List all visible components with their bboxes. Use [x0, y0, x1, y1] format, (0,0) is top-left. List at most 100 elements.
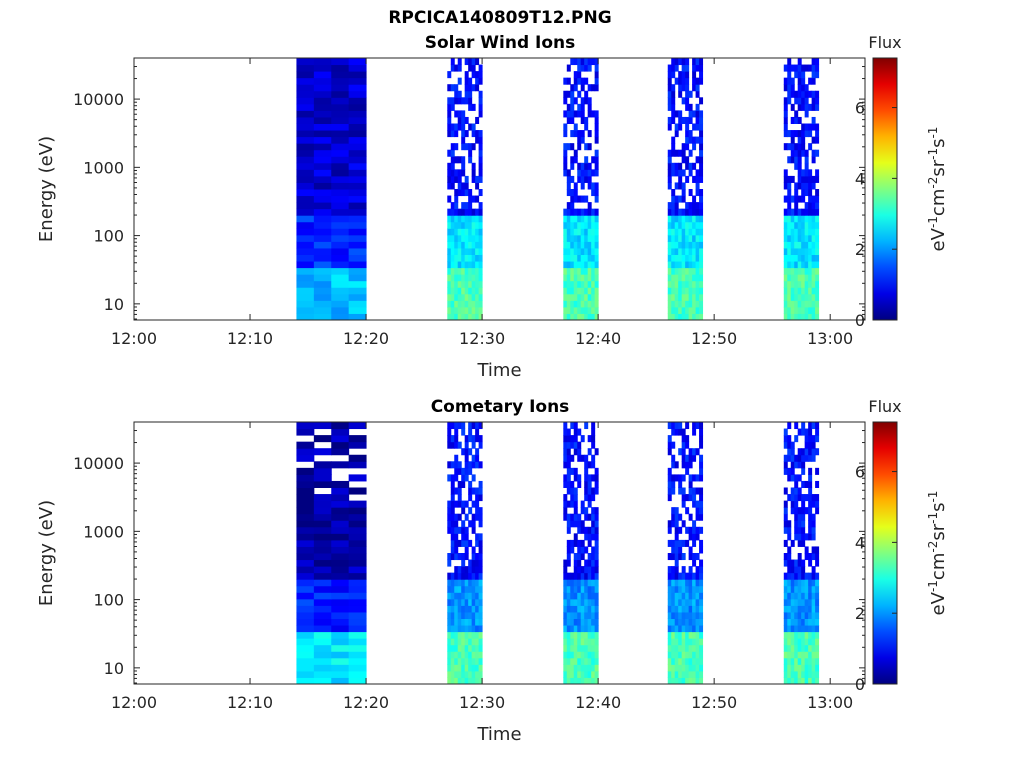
panel2-heat-cell	[815, 546, 820, 554]
panel1-heat-cell	[790, 247, 795, 255]
panel1-heat-cell	[667, 247, 672, 255]
panel2-heat-cell	[348, 657, 367, 665]
panel1-heat-cell	[454, 267, 459, 275]
panel1-heat-cell	[584, 280, 589, 288]
panel1-heat-cell	[787, 195, 792, 203]
panel1-heat-cell	[671, 84, 676, 92]
panel1-heat-cell	[808, 77, 813, 85]
panel1-heat-cell	[461, 156, 466, 164]
panel2-heat-cell	[797, 526, 802, 534]
panel2-heat-cell	[577, 657, 582, 665]
panel1-heat-cell	[450, 175, 455, 183]
panel2-heat-cell	[681, 585, 686, 593]
panel1-heat-cell	[692, 221, 697, 229]
panel1-heat-cell	[674, 110, 679, 118]
panel2-heat-cell	[468, 598, 473, 606]
panel2-heat-cell	[695, 611, 700, 619]
panel2-heat-cell	[566, 638, 571, 646]
panel1-heat-cell	[331, 162, 350, 170]
panel1-heat-cell	[801, 195, 806, 203]
panel1-heat-cell	[570, 280, 575, 288]
panel2-heat-cell	[790, 638, 795, 646]
panel2-heat-cell	[471, 670, 476, 678]
panel1-heat-cell	[468, 189, 473, 197]
panel2-heat-cell	[674, 598, 679, 606]
panel2-heat-cell	[563, 631, 568, 639]
panel1-heat-cell	[794, 261, 799, 269]
panel1-heat-cell	[447, 287, 452, 295]
panel2-heat-cell	[313, 520, 332, 528]
panel2-heat-cell	[563, 670, 568, 678]
panel2-heat-cell	[296, 611, 315, 619]
panel1-heat-cell	[787, 267, 792, 275]
panel2-heat-cell	[811, 513, 816, 521]
panel2-heat-cell	[573, 598, 578, 606]
panel2-heat-cell	[580, 507, 585, 515]
panel2-heat-cell	[296, 605, 315, 613]
panel2-heat-cell	[681, 435, 686, 443]
panel1-heat-cell	[808, 306, 813, 314]
panel2-heat-cell	[790, 657, 795, 665]
panel1-heat-cell	[454, 195, 459, 203]
panel1-heat-cell	[580, 293, 585, 301]
panel1-heat-cell	[563, 169, 568, 177]
panel1-x-tick-label: 12:20	[343, 329, 389, 348]
panel1-heat-cell	[790, 103, 795, 111]
panel2-heat-cell	[296, 644, 315, 652]
panel1-heat-cell	[591, 156, 596, 164]
panel2-heat-cell	[695, 579, 700, 587]
panel1-heat-cell	[331, 202, 350, 210]
panel1-heat-cell	[573, 280, 578, 288]
panel2-heat-cell	[695, 585, 700, 593]
panel1-heat-cell	[667, 267, 672, 275]
panel1-heat-cell	[667, 149, 672, 157]
panel1-heat-cell	[681, 71, 686, 79]
panel2-heat-cell	[296, 553, 315, 561]
panel2-heat-cell	[570, 467, 575, 475]
panel1-heat-cell	[471, 130, 476, 138]
panel1-heat-cell	[296, 71, 315, 79]
panel2-heat-cell	[591, 605, 596, 613]
panel1-heat-cell	[678, 241, 683, 249]
panel2-heat-cell	[667, 474, 672, 482]
panel2-heat-cell	[815, 611, 820, 619]
panel1-heat-cell	[783, 293, 788, 301]
panel2-heat-cell	[667, 553, 672, 561]
panel2-heat-cell	[667, 480, 672, 488]
unit-part: sr	[928, 523, 949, 540]
panel1-heat-cell	[674, 58, 679, 66]
panel2-heat-cell	[296, 428, 315, 436]
panel2-heat-cell	[808, 441, 813, 449]
panel1-heat-cell	[692, 143, 697, 151]
panel2-heat-cell	[688, 572, 693, 580]
panel2-heat-cell	[790, 611, 795, 619]
panel1-heat-cell	[591, 313, 596, 321]
panel2-heat-cell	[580, 526, 585, 534]
panel2-heat-cell	[667, 618, 672, 626]
panel2-heat-cell	[678, 657, 683, 665]
panel2-heat-cell	[454, 644, 459, 652]
panel2-heat-cell	[808, 553, 813, 561]
panel1-heat-cell	[570, 156, 575, 164]
panel2-heat-cell	[594, 631, 599, 639]
panel1-heat-cell	[566, 234, 571, 242]
panel2-heat-cell	[801, 539, 806, 547]
panel1-heat-cell	[348, 261, 367, 269]
panel1-heat-cell	[594, 58, 599, 66]
panel2-heat-cell	[580, 454, 585, 462]
panel1-heat-cell	[454, 261, 459, 269]
panel1-heat-cell	[681, 306, 686, 314]
panel1-heat-cell	[450, 169, 455, 177]
panel2-heat-cell	[577, 618, 582, 626]
panel1-heat-cell	[570, 293, 575, 301]
panel2-heat-cell	[671, 585, 676, 593]
panel1-heat-cell	[804, 241, 809, 249]
panel1-heat-cell	[688, 215, 693, 223]
panel1-heat-cell	[457, 77, 462, 85]
panel1-heat-cell	[681, 169, 686, 177]
panel1-heat-cell	[808, 195, 813, 203]
panel2-heat-cell	[794, 480, 799, 488]
panel1-heat-cell	[692, 228, 697, 236]
panel1-heat-cell	[692, 162, 697, 170]
panel1-heat-cell	[591, 110, 596, 118]
